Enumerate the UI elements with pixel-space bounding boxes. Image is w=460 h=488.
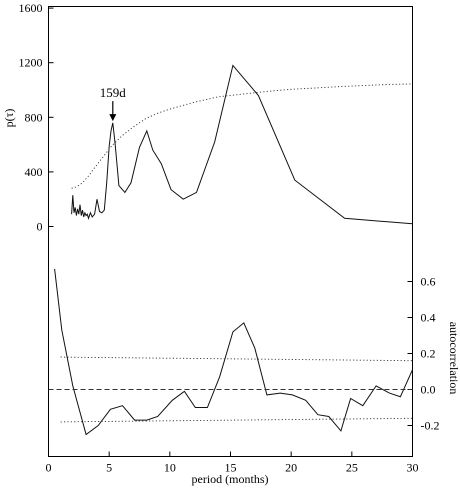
peak-arrow-head [109, 114, 117, 122]
bottom-y-tick-label: 0.4 [421, 311, 436, 325]
top-y-tick-label: 0 [37, 220, 43, 234]
bottom-series-solid-0 [54, 268, 413, 436]
bottom-y-tick-label: -0.2 [421, 419, 440, 433]
x-axis-title: period (months) [192, 472, 269, 486]
bottom-series-dotted-1 [60, 356, 413, 362]
x-tick-label: 20 [285, 461, 297, 475]
x-tick-label: 10 [164, 461, 176, 475]
top-y-axis-title: p(τ) [2, 109, 16, 128]
x-tick-label: 0 [46, 461, 52, 475]
x-tick-label: 30 [407, 461, 419, 475]
bottom-y-tick-label: 0.2 [421, 347, 436, 361]
top-y-tick-label: 800 [25, 110, 43, 124]
x-axis: 0 5 10 15 20 25 30 [46, 451, 419, 475]
bottom-y-tick-label: 0.6 [421, 275, 436, 289]
top-series-solid-0 [71, 64, 413, 225]
top-y-tick-label: 1200 [19, 56, 43, 70]
bottom-panel: -0.2 0.0 0.2 0.4 0.6 [48, 268, 440, 436]
peak-annotation-label: 159d [100, 85, 127, 100]
x-tick-label: 25 [346, 461, 358, 475]
top-panel: 0 400 800 1200 1600 159d [19, 1, 413, 234]
bottom-y-tick-label: 0.0 [421, 383, 436, 397]
x-tick-label: 15 [225, 461, 237, 475]
bottom-series-dotted-2 [60, 417, 413, 423]
top-y-tick-label: 1600 [19, 1, 43, 15]
top-y-tick-label: 400 [25, 165, 43, 179]
bottom-y-axis-title: autocorrelation [447, 322, 460, 395]
x-tick-label: 5 [106, 461, 112, 475]
top-series-dotted-1 [71, 83, 413, 189]
